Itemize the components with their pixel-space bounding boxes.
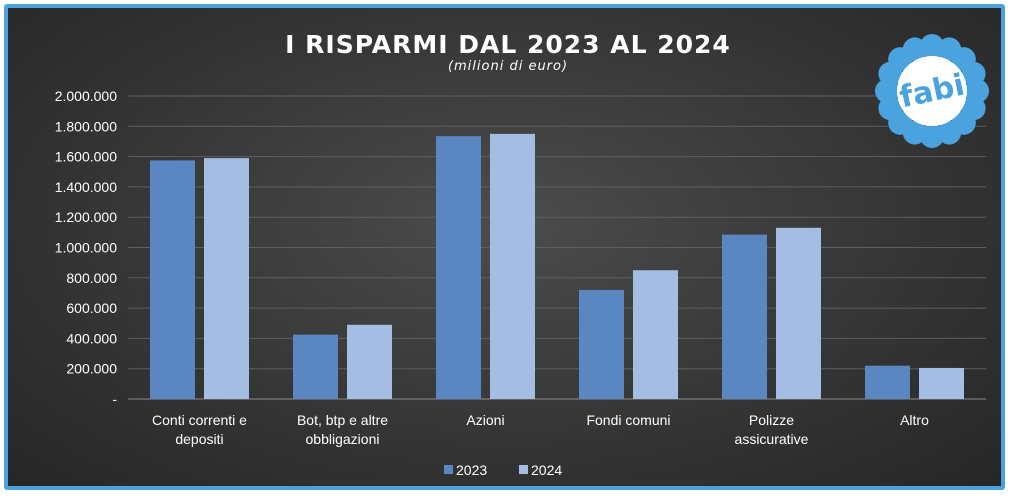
legend-swatch <box>519 465 528 474</box>
legend-label: 2023 <box>456 462 487 478</box>
legend: 2023 2024 <box>444 462 562 478</box>
x-tick-label: Altro <box>900 412 929 428</box>
y-tick-label: 800.000 <box>66 270 117 286</box>
x-tick-label: Bot, btp e altre <box>297 412 388 428</box>
x-tick-label: depositi <box>175 431 223 447</box>
x-tick-label: obbligazioni <box>306 431 380 447</box>
chart-title: I RISPARMI DAL 2023 AL 2024 <box>285 30 731 59</box>
fabi-logo: fabi <box>875 34 989 148</box>
y-axis-ticks: - 200.000 400.000 600.000 800.000 1.000.000 1.… <box>55 88 118 407</box>
x-tick-label: Conti correnti e <box>152 412 247 428</box>
x-axis-ticks: Conti correnti e depositi Bot, btp e altre… <box>152 412 929 447</box>
bar-2024 <box>347 324 392 399</box>
y-tick-label: 200.000 <box>66 361 117 377</box>
x-tick-label: assicurative <box>735 431 809 447</box>
legend-swatch <box>444 465 453 474</box>
logo-center <box>897 56 967 126</box>
y-tick-label: 400.000 <box>66 330 117 346</box>
x-tick-label: Azioni <box>466 412 504 428</box>
chart-canvas: - 200.000 400.000 600.000 800.000 1.000.000 1.… <box>55 30 989 478</box>
y-tick-label: 1.600.000 <box>55 149 117 165</box>
y-tick-label: 2.000.000 <box>55 88 117 104</box>
bars <box>150 133 964 399</box>
bar-2023 <box>722 234 767 399</box>
y-tick-label: 1.800.000 <box>55 118 117 134</box>
x-tick-label: Fondi comuni <box>586 412 670 428</box>
y-tick-label: - <box>112 391 117 407</box>
bar-2024 <box>776 227 821 399</box>
logo-petal <box>961 61 986 86</box>
y-tick-label: 1.200.000 <box>55 209 117 225</box>
bar-2023 <box>865 365 910 399</box>
bar-2024 <box>633 270 678 399</box>
y-tick-label: 600.000 <box>66 300 117 316</box>
y-tick-label: 1.000.000 <box>55 240 117 256</box>
chart-subtitle: (milioni di euro) <box>448 59 568 74</box>
legend-label: 2024 <box>531 462 562 478</box>
bar-2023 <box>293 334 338 399</box>
bar-2023 <box>150 160 195 399</box>
y-tick-label: 1.400.000 <box>55 179 117 195</box>
x-tick-label: Polizze <box>749 412 794 428</box>
bar-2024 <box>490 133 535 399</box>
bar-2023 <box>579 289 624 399</box>
gridlines <box>128 95 986 400</box>
bar-2023 <box>436 136 481 399</box>
logo-petals <box>875 34 989 148</box>
bar-2024 <box>204 158 249 399</box>
bar-2024 <box>919 367 964 399</box>
chart-frame: - 200.000 400.000 600.000 800.000 1.000.000 1.… <box>4 4 1005 490</box>
